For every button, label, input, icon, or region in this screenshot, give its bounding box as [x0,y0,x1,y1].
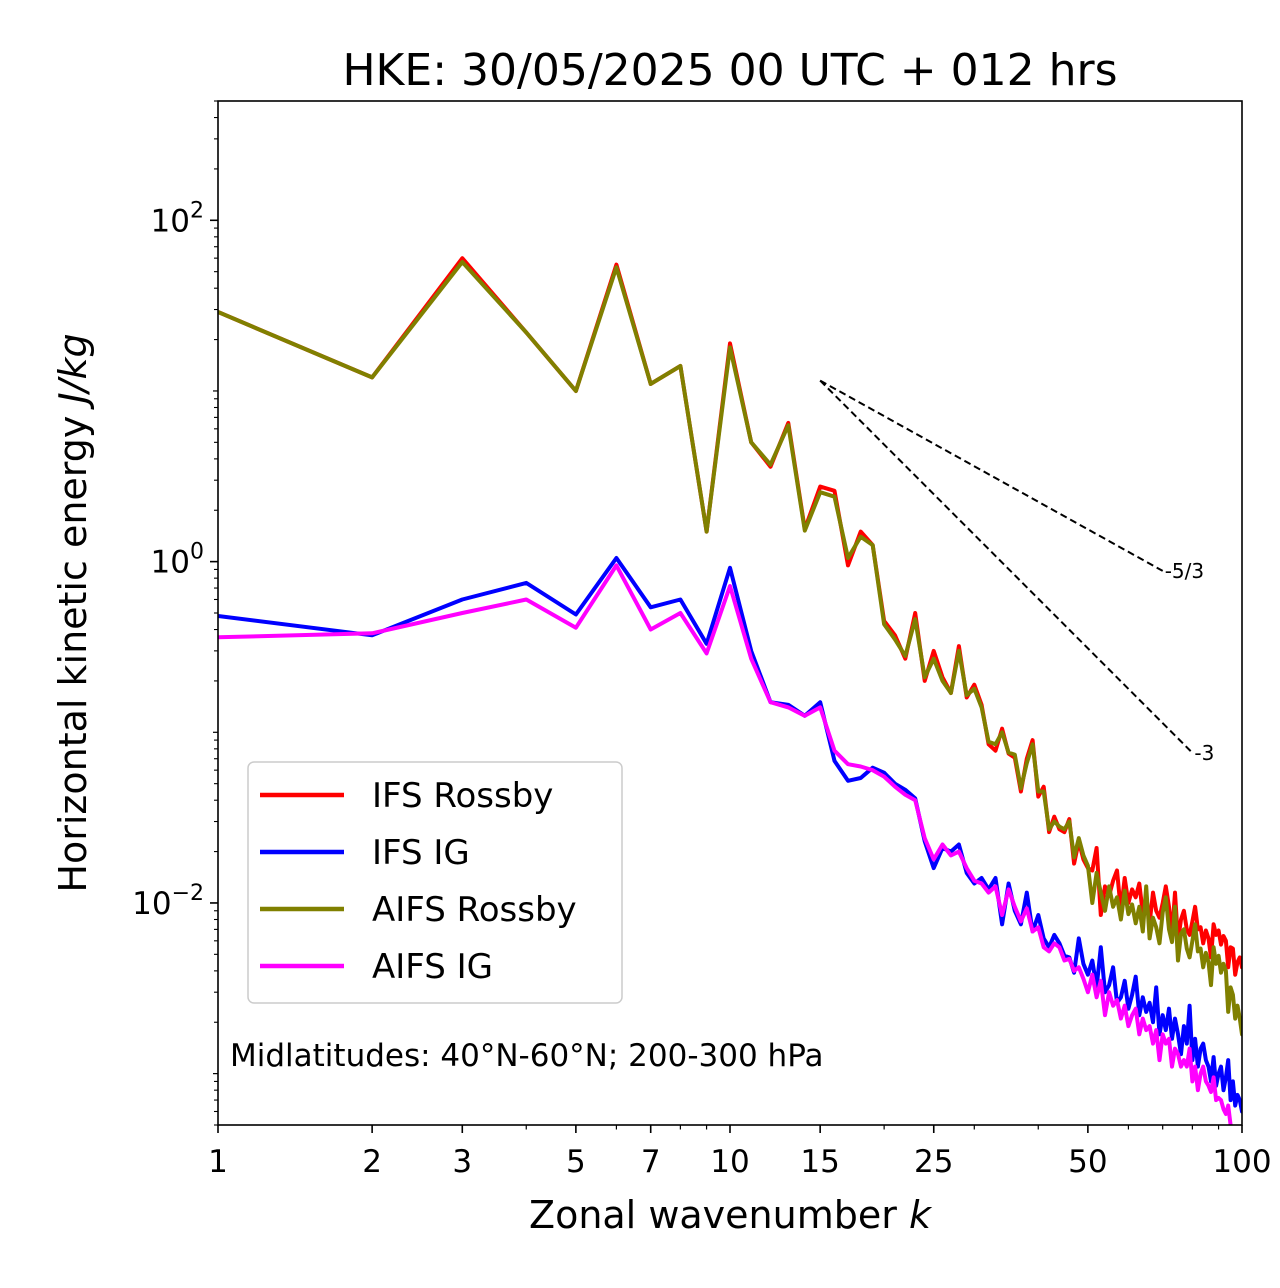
x-tick-label: 10 [710,1144,749,1180]
reference-slope-label: -3 [1194,741,1214,765]
legend-label: IFS Rossby [372,776,553,816]
y-tick-exponent: −2 [172,881,204,906]
chart-title: HKE: 30/05/2025 00 UTC + 012 hrs [342,45,1117,96]
y-axis-label: Horizontal kinetic energy J/kg [51,333,95,892]
y-tick-label: 102 [151,198,204,239]
plot-area: -5/3 -3 [218,256,1242,1125]
series-line-ifs-ig [218,556,1242,1114]
y-tick-label: 10−2 [132,881,204,922]
y-tick-base: 10 [151,203,190,239]
series-line-aifs-rossby [218,260,1242,1037]
series-lines [218,256,1242,1125]
reference-slope-labels: -5/3 -3 [1165,559,1215,765]
x-tick-label: 3 [452,1144,472,1180]
legend: IFS Rossby IFS IG AIFS Rossby AIFS IG [247,761,623,1004]
y-axis-label-text: Horizontal kinetic energy [51,416,95,893]
legend-label: AIFS Rossby [372,890,577,930]
x-tick-label: 25 [914,1144,953,1180]
y-tick-exponent: 2 [190,198,204,223]
y-axis-label-unit: J/kg [51,333,95,410]
y-tick-base: 10 [151,545,190,581]
x-axis: 1 2 3 5 7 10 15 25 50 100 [208,1125,1272,1180]
x-tick-label: 100 [1212,1144,1271,1180]
y-tick-base: 10 [132,886,171,922]
x-tick-label: 1 [208,1144,228,1180]
x-tick-label: 2 [362,1144,382,1180]
series-line-aifs-ig [218,563,1234,1125]
x-tick-label: 15 [800,1144,839,1180]
x-axis-label-text: Zonal wavenumber [529,1193,897,1237]
legend-label: IFS IG [372,833,470,873]
reference-slope-label: -5/3 [1165,559,1204,583]
y-tick-label: 100 [151,540,204,581]
y-tick-exponent: 0 [190,540,204,565]
x-tick-label: 50 [1068,1144,1107,1180]
x-axis-label: Zonal wavenumber k [529,1193,933,1237]
legend-label: AIFS IG [372,947,493,987]
x-tick-label: 7 [641,1144,661,1180]
x-tick-label: 5 [566,1144,586,1180]
legend-box [247,761,623,1004]
region-annotation: Midlatitudes: 40°N-60°N; 200-300 hPa [230,1038,824,1074]
x-axis-label-variable: k [909,1193,933,1237]
